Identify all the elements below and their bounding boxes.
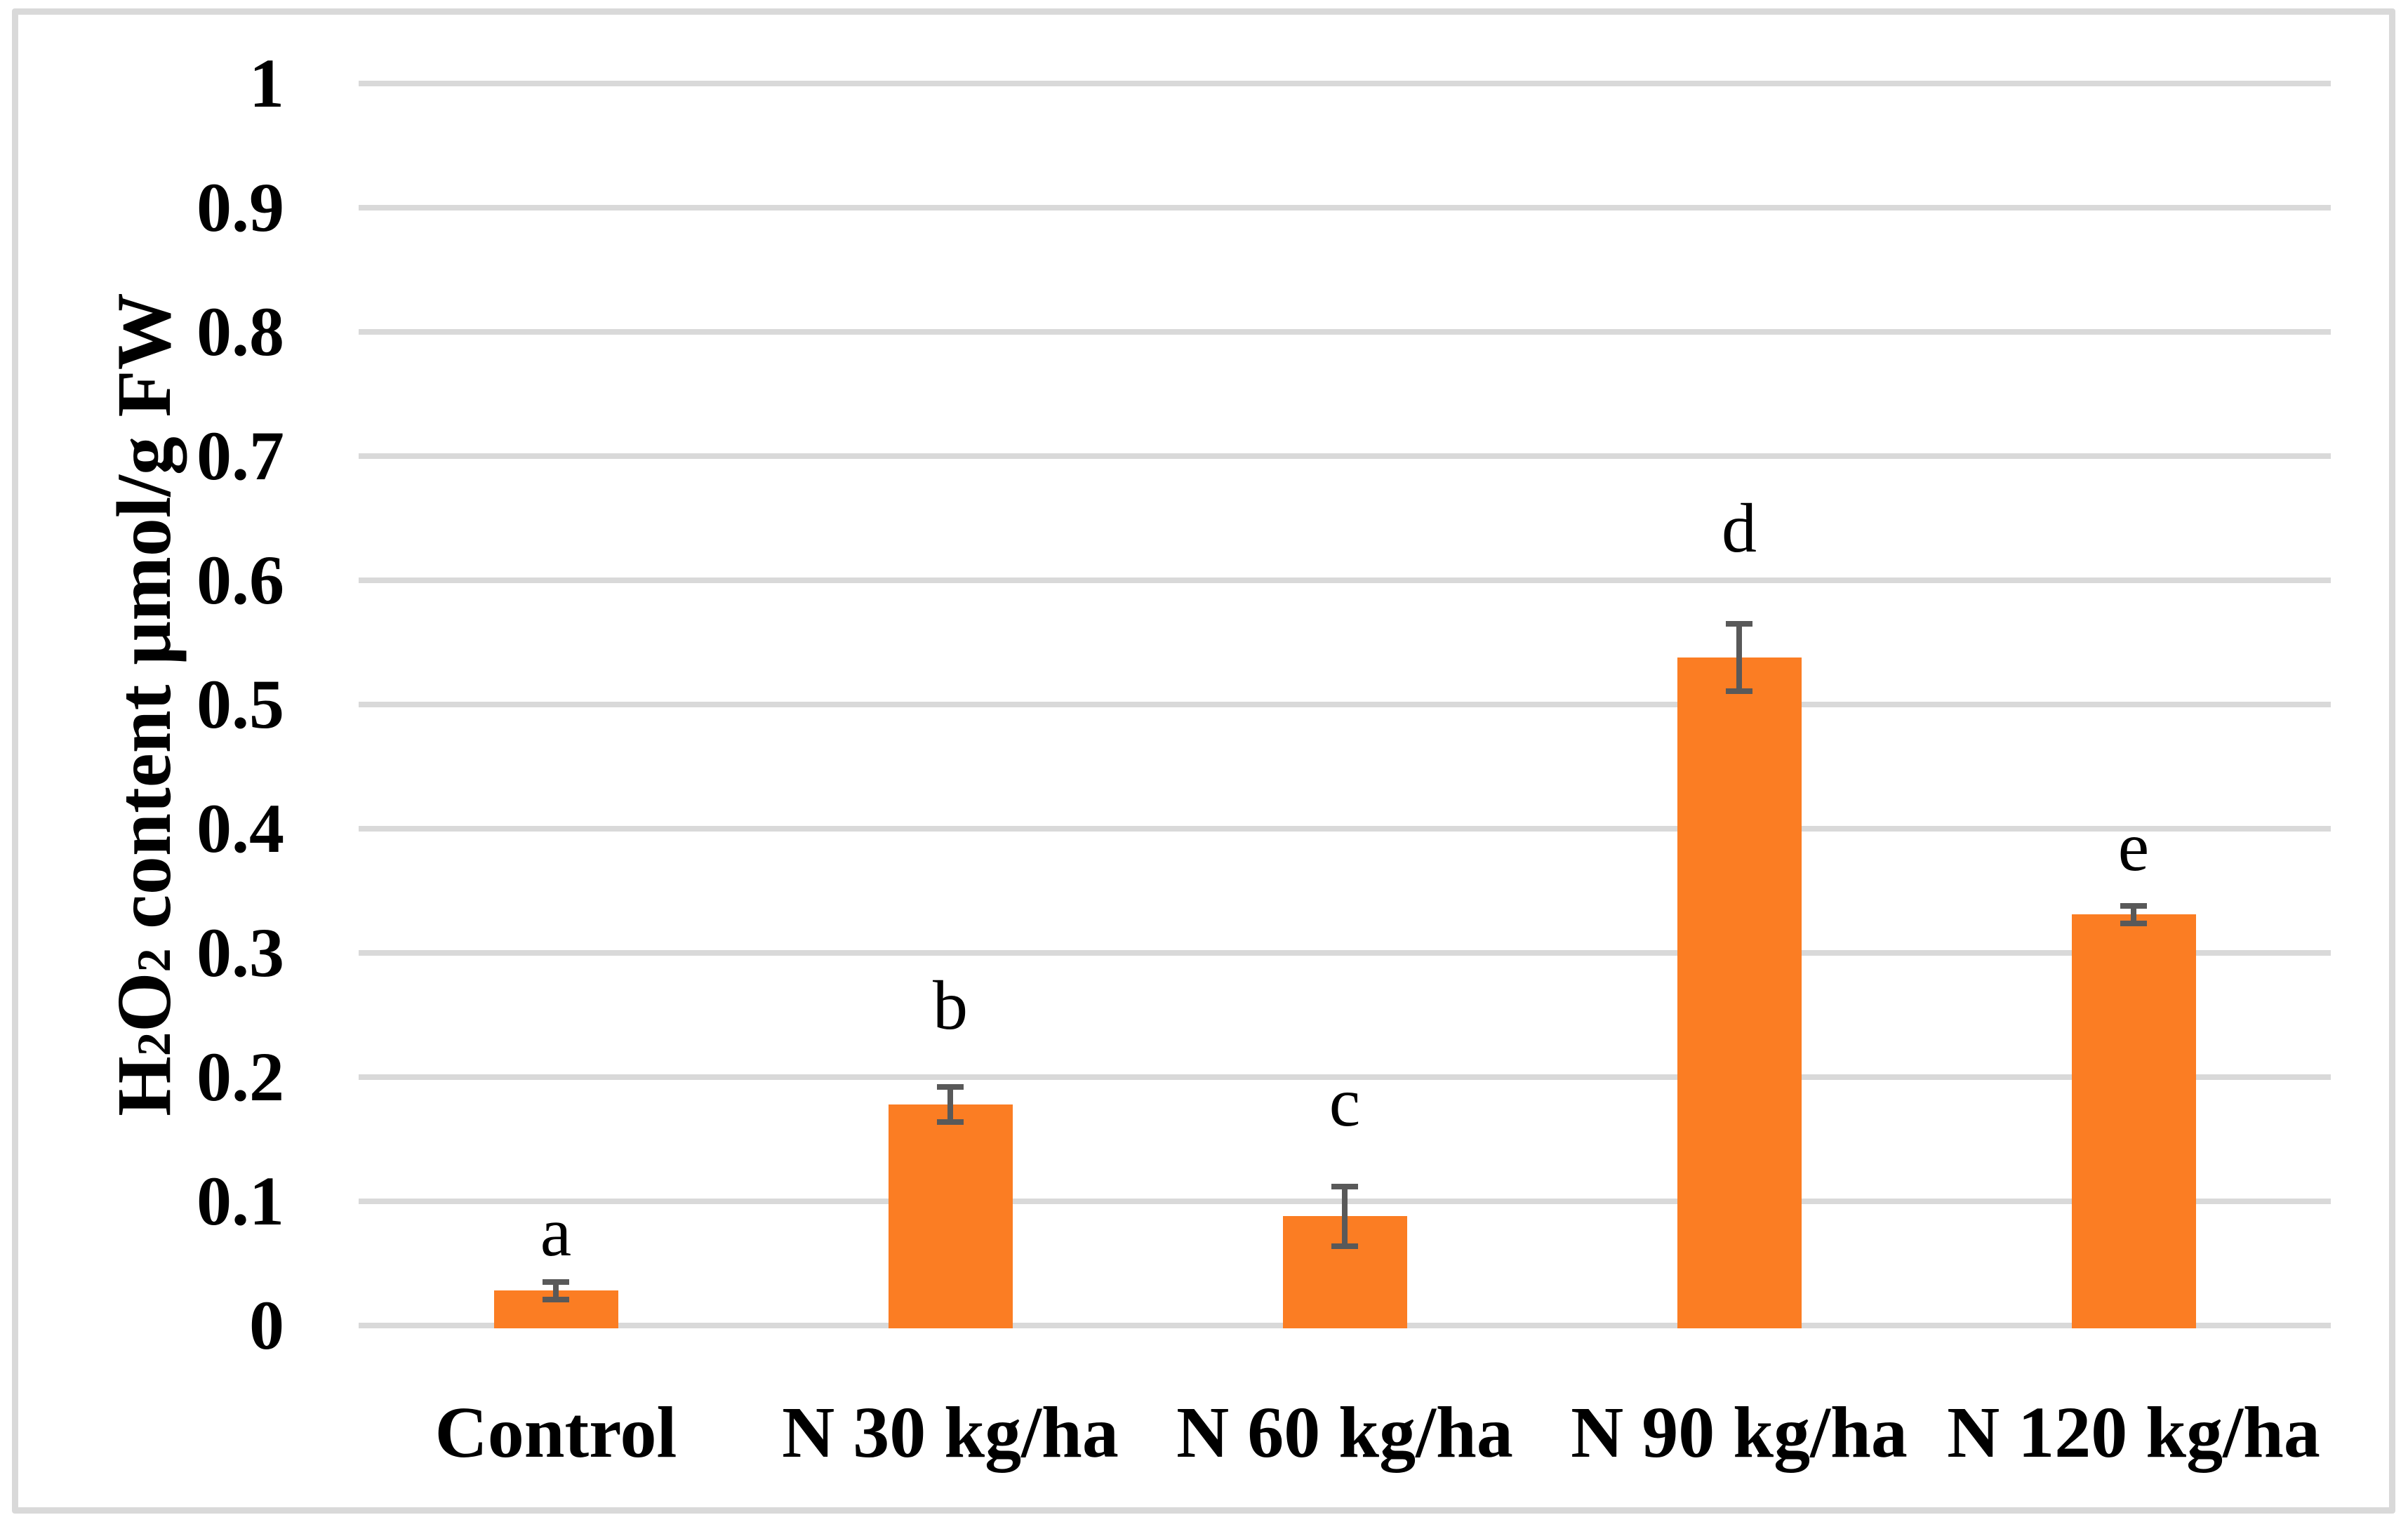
- y-tick-label: 0.3: [197, 914, 284, 992]
- error-bar-bottom-cap: [543, 1296, 569, 1302]
- y-gridline: [359, 453, 2331, 459]
- y-gridline: [359, 205, 2331, 211]
- y-tick-label: 0.5: [197, 665, 284, 743]
- x-category-label: N 90 kg/ha: [1571, 1392, 1908, 1473]
- significance-letter: b: [933, 966, 968, 1045]
- y-gridline: [359, 81, 2331, 86]
- bar: [1677, 657, 1802, 1328]
- significance-letter: d: [1722, 488, 1757, 567]
- x-category-label: N 60 kg/ha: [1176, 1392, 1513, 1473]
- error-bar-line: [1342, 1186, 1348, 1246]
- error-bar-bottom-cap: [1331, 1243, 1358, 1249]
- y-tick-label: 0.1: [197, 1162, 284, 1240]
- y-gridline: [359, 950, 2331, 956]
- error-bar-line: [2131, 905, 2136, 923]
- error-bar-bottom-cap: [2120, 920, 2147, 926]
- bar: [888, 1104, 1013, 1328]
- y-tick-label: 0.4: [197, 789, 284, 867]
- error-bar-top-cap: [937, 1084, 964, 1090]
- y-tick-label: 0.6: [197, 541, 284, 619]
- y-tick-label: 0.7: [197, 417, 284, 495]
- significance-letter: c: [1329, 1062, 1361, 1141]
- x-category-label: Control: [434, 1392, 677, 1473]
- y-gridline: [359, 702, 2331, 707]
- error-bar-line: [947, 1087, 953, 1122]
- y-tick-label: 0.8: [197, 293, 284, 371]
- error-bar-top-cap: [1726, 620, 1752, 627]
- y-gridline: [359, 578, 2331, 583]
- y-tick-label: 0.2: [197, 1038, 284, 1116]
- y-tick-label: 0: [249, 1286, 284, 1364]
- x-category-label: N 30 kg/ha: [782, 1392, 1119, 1473]
- y-tick-label: 1: [249, 44, 284, 122]
- figure-border: [12, 8, 2395, 1514]
- error-bar-bottom-cap: [1726, 688, 1752, 694]
- error-bar-bottom-cap: [937, 1119, 964, 1125]
- error-bar-line: [553, 1282, 559, 1300]
- significance-letter: e: [2117, 807, 2150, 886]
- significance-letter: a: [540, 1193, 572, 1271]
- y-gridline: [359, 1074, 2331, 1080]
- error-bar-top-cap: [1331, 1183, 1358, 1189]
- x-category-label: N 120 kg/ha: [1947, 1392, 2320, 1473]
- error-bar-line: [1736, 623, 1742, 691]
- error-bar-top-cap: [543, 1279, 569, 1286]
- y-gridline: [359, 826, 2331, 832]
- error-bar-top-cap: [2120, 902, 2147, 909]
- y-gridline: [359, 329, 2331, 335]
- y-tick-label: 0.9: [197, 168, 284, 246]
- bar: [2071, 914, 2196, 1328]
